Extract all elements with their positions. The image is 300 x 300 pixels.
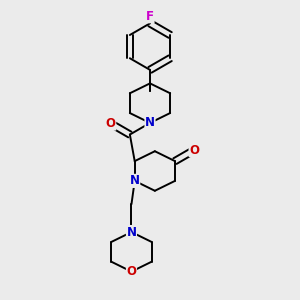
Text: O: O xyxy=(127,265,136,278)
Text: O: O xyxy=(189,144,199,157)
Text: N: N xyxy=(130,174,140,188)
Text: F: F xyxy=(146,10,154,23)
Text: N: N xyxy=(127,226,136,238)
Text: N: N xyxy=(145,116,155,129)
Text: O: O xyxy=(106,117,116,130)
